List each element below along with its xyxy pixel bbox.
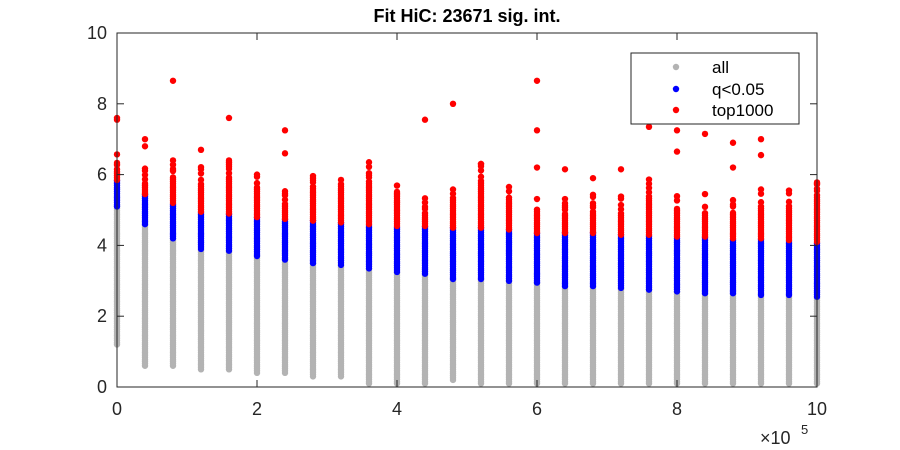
- data-point: [309, 172, 317, 180]
- data-point-outlier: [141, 136, 149, 143]
- legend-marker-q005: [672, 85, 680, 93]
- data-point: [645, 176, 653, 183]
- data-point-outlier: [533, 164, 541, 171]
- data-point-outlier: [281, 127, 289, 134]
- data-point-outlier: [729, 164, 737, 171]
- data-point-outlier: [169, 77, 177, 84]
- legend-marker-all: [672, 63, 680, 71]
- data-point-outlier: [757, 151, 765, 159]
- x-tick-label: 10: [807, 399, 827, 419]
- data-point: [253, 171, 261, 178]
- data-point: [449, 186, 457, 193]
- data-point: [729, 196, 737, 204]
- data-point-outlier: [225, 114, 233, 122]
- data-point-outlier: [729, 139, 737, 146]
- y-tick-label: 6: [97, 165, 107, 185]
- data-point: [197, 163, 205, 171]
- data-point: [701, 203, 709, 211]
- data-point: [365, 163, 373, 171]
- data-point-outlier: [197, 146, 205, 154]
- data-point-outlier: [281, 150, 289, 157]
- data-point: [169, 174, 177, 181]
- y-tick-label: 0: [97, 377, 107, 397]
- data-point-outlier: [701, 130, 709, 138]
- series-top1000: [113, 77, 821, 246]
- legend: all q<0.05 top1000: [630, 52, 800, 125]
- data-point: [757, 186, 765, 193]
- data-point: [673, 192, 681, 200]
- data-point: [785, 198, 793, 206]
- data-point-outlier: [365, 159, 373, 166]
- data-point: [365, 169, 373, 177]
- data-point: [169, 157, 177, 164]
- data-point: [701, 190, 709, 198]
- data-point-outlier: [589, 174, 597, 182]
- data-point-outlier: [617, 166, 625, 173]
- data-point: [421, 195, 429, 202]
- legend-label-q005: q<0.05: [712, 80, 764, 99]
- data-point: [673, 205, 681, 213]
- data-point: [393, 182, 401, 189]
- legend-label-top1000: top1000: [712, 101, 773, 120]
- axes-box: [116, 32, 818, 388]
- data-point: [337, 176, 345, 184]
- points-layer: [113, 77, 821, 387]
- x-tick-label: 6: [532, 399, 542, 419]
- series-all: [113, 203, 821, 387]
- data-point-outlier: [449, 100, 457, 108]
- data-point: [729, 209, 737, 217]
- data-point-outlier: [533, 127, 541, 134]
- y-tick-label: 10: [87, 23, 107, 43]
- data-point: [533, 195, 541, 203]
- chart-title: Fit HiC: 23671 sig. int.: [373, 6, 560, 26]
- legend-marker-top1000: [672, 106, 680, 114]
- data-point: [505, 194, 513, 201]
- x-exponent-label: ×10 5: [760, 422, 808, 448]
- data-point: [561, 195, 569, 203]
- data-point: [225, 157, 233, 164]
- y-tick-label: 2: [97, 306, 107, 326]
- x-exponent-base: ×10: [760, 428, 791, 448]
- data-point-outlier: [533, 77, 541, 84]
- data-point-outlier: [421, 116, 429, 123]
- data-point: [757, 199, 765, 206]
- y-tick-label: 4: [97, 235, 107, 255]
- data-point: [477, 173, 485, 180]
- data-point: [393, 188, 401, 196]
- legend-box: [630, 52, 800, 125]
- data-point: [281, 188, 289, 195]
- x-tick-label: 0: [112, 399, 122, 419]
- data-point-outlier: [673, 127, 681, 134]
- data-point-outlier: [645, 123, 653, 131]
- y-tick-label: 8: [97, 94, 107, 114]
- ticks-layer: 0 2 4 6 8 10 0 2 4 6 8 10: [87, 23, 827, 419]
- data-point-outlier: [757, 136, 765, 143]
- data-point: [533, 206, 541, 213]
- data-point: [141, 165, 149, 172]
- x-exponent-power: 5: [801, 422, 808, 437]
- data-point-outlier: [477, 160, 485, 168]
- legend-label-all: all: [712, 58, 729, 77]
- x-tick-label: 8: [672, 399, 682, 419]
- data-point: [197, 176, 205, 184]
- data-point-outlier: [785, 187, 793, 194]
- data-point-outlier: [673, 148, 681, 155]
- data-point: [505, 183, 513, 191]
- data-point: [589, 191, 597, 198]
- data-point: [617, 201, 625, 209]
- data-point: [701, 209, 709, 217]
- x-tick-label: 2: [252, 399, 262, 419]
- data-point-outlier: [561, 166, 569, 173]
- data-point: [589, 200, 597, 207]
- data-point: [617, 193, 625, 200]
- data-point-outlier: [141, 143, 149, 150]
- x-tick-label: 4: [392, 399, 402, 419]
- data-point: [253, 179, 261, 187]
